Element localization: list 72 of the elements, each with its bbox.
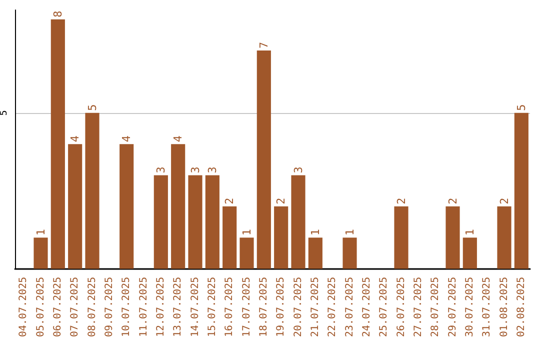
x-tick-label: 01.08.2025: [498, 276, 510, 338]
bar: [274, 206, 288, 269]
x-tick-label: 09.07.2025: [104, 276, 115, 338]
x-tick-label: 22.07.2025: [327, 276, 338, 338]
x-tick-label: 31.07.2025: [482, 276, 493, 338]
bar: [34, 238, 48, 269]
data-label: 2: [394, 198, 408, 204]
data-label: 4: [120, 135, 134, 142]
bar: [446, 206, 460, 269]
data-label: 4: [172, 135, 185, 142]
bar: [240, 238, 254, 269]
data-label: 8: [51, 10, 64, 18]
bar: [394, 206, 408, 269]
data-label: 3: [206, 166, 219, 174]
x-tick-label: 13.07.2025: [172, 276, 184, 338]
data-label: 5: [514, 104, 528, 111]
x-tick-label: 25.07.2025: [378, 276, 390, 338]
bar: [50, 19, 65, 269]
x-tick-label: 05.07.2025: [35, 276, 46, 338]
x-tick-label: 10.07.2025: [121, 276, 132, 338]
x-tick-label: 24.07.2025: [361, 276, 372, 338]
data-label: 1: [34, 228, 48, 236]
bar: [85, 112, 100, 269]
x-tick-label: 29.07.2025: [447, 276, 458, 338]
data-label: 2: [223, 198, 236, 204]
bar: [171, 144, 186, 269]
x-tick-label: 11.07.2025: [138, 276, 150, 338]
x-tick-label: 18.07.2025: [258, 276, 270, 338]
bar: [222, 206, 237, 269]
x-tick-label: 08.07.2025: [86, 276, 98, 338]
bar: [514, 112, 528, 269]
x-tick-label: 21.07.2025: [310, 276, 321, 338]
data-label: 7: [257, 42, 270, 49]
x-tick-label: 04.07.2025: [18, 276, 30, 338]
bar: [68, 144, 82, 269]
data-label: 2: [498, 198, 511, 204]
x-tick-label: 26.07.2025: [396, 276, 407, 338]
bar: [342, 238, 357, 269]
data-label: 2: [274, 198, 288, 204]
data-label: 1: [240, 228, 254, 236]
data-label: 1: [343, 228, 356, 236]
x-tick-label: 19.07.2025: [276, 276, 287, 338]
data-label: 3: [154, 166, 168, 174]
data-label: 4: [68, 135, 82, 142]
data-label: 2: [446, 198, 460, 204]
data-label: 1: [308, 228, 322, 236]
x-tick-label: 30.07.2025: [464, 276, 476, 338]
data-label: 1: [463, 228, 476, 236]
x-tick-label: 20.07.2025: [292, 276, 304, 338]
bar: [462, 238, 477, 269]
x-tick-label: 14.07.2025: [190, 276, 201, 338]
bar: [120, 144, 134, 269]
bar: [497, 206, 512, 269]
data-label: 5: [86, 104, 99, 111]
x-tick-label: 15.07.2025: [206, 276, 218, 338]
bar: [188, 175, 202, 269]
x-tick-label: 12.07.2025: [155, 276, 166, 338]
x-tick-label: 07.07.2025: [70, 276, 81, 338]
x-tick-label: 02.08.2025: [516, 276, 527, 338]
x-tick-label: 28.07.2025: [430, 276, 442, 338]
data-label: 3: [292, 166, 305, 174]
x-tick-label: 27.07.2025: [412, 276, 424, 338]
x-tick-label: 06.07.2025: [52, 276, 64, 338]
x-tick-label: 23.07.2025: [344, 276, 356, 338]
x-tick-label: 16.07.2025: [224, 276, 236, 338]
bar: [205, 175, 220, 269]
bar: [291, 175, 306, 269]
bar: [308, 238, 322, 269]
x-tick-label: 17.07.2025: [241, 276, 252, 338]
data-label: 3: [188, 166, 202, 174]
bar: [154, 175, 168, 269]
bar: [256, 50, 271, 269]
